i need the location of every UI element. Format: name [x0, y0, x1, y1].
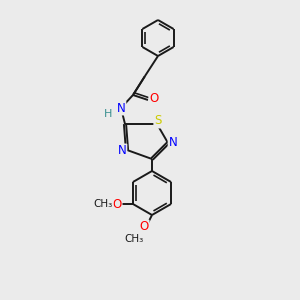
Text: CH₃: CH₃: [93, 199, 112, 209]
Text: N: N: [118, 145, 126, 158]
Text: O: O: [140, 220, 148, 233]
Text: H: H: [104, 109, 112, 119]
Text: N: N: [117, 101, 125, 115]
Text: O: O: [112, 197, 122, 211]
Text: N: N: [169, 136, 177, 149]
Text: O: O: [149, 92, 159, 106]
Text: S: S: [154, 115, 162, 128]
Text: CH₃: CH₃: [124, 234, 144, 244]
